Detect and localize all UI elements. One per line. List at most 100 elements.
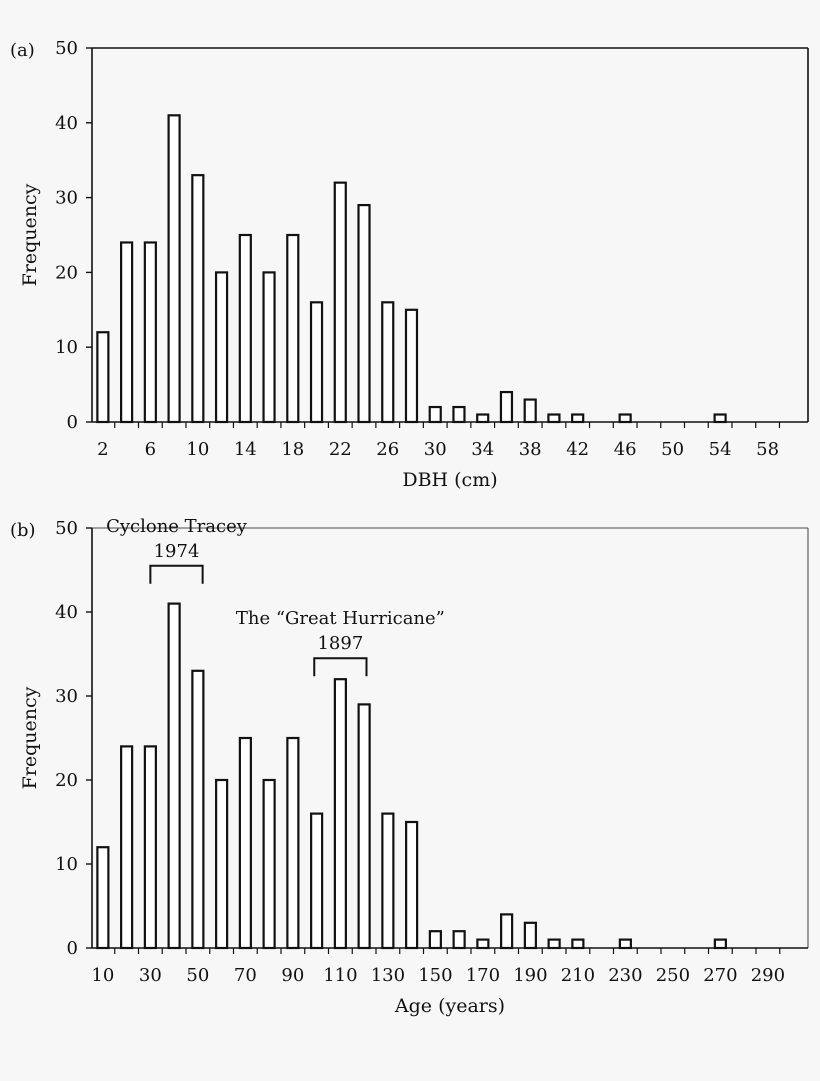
x-tick-label: 90: [281, 965, 304, 986]
x-tick-label: 58: [756, 439, 779, 460]
bar: [120, 241, 134, 424]
bar: [215, 778, 229, 950]
x-tick-label: 38: [519, 439, 542, 460]
x-tick-label: 2: [97, 439, 108, 460]
x-tick-label: 30: [139, 965, 162, 986]
bar: [96, 846, 110, 950]
x-tick-label: 190: [513, 965, 547, 986]
x-tick-label: 270: [703, 965, 737, 986]
bar: [428, 930, 442, 950]
bar: [428, 405, 442, 424]
y-tick-label: 50: [55, 38, 78, 59]
x-tick-label: 290: [751, 965, 785, 986]
x-tick-label: 22: [329, 439, 352, 460]
y-tick-label: 10: [55, 337, 78, 358]
y-tick-label: 30: [55, 686, 78, 707]
x-axis-title: DBH (cm): [402, 469, 497, 491]
bar: [381, 301, 395, 424]
x-tick-label: 130: [371, 965, 405, 986]
bar: [333, 678, 347, 950]
chart-panel-b: (b) 0 10 20 30 40 50 Frequency 10 30 50 70 90 110 130 1…: [10, 516, 809, 1017]
bar: [238, 233, 252, 424]
y-tick-label: 0: [67, 412, 78, 433]
event-annotation: The “Great Hurricane” 1897: [236, 608, 445, 677]
x-tick-label: 110: [323, 965, 357, 986]
x-tick-label: 170: [466, 965, 500, 986]
event-year: 1974: [154, 541, 200, 562]
bar: [499, 390, 514, 424]
event-year: 1897: [317, 633, 363, 654]
x-tick-label: 14: [234, 439, 257, 460]
x-tick-label: 50: [186, 965, 209, 986]
bar: [381, 812, 395, 950]
x-tick-label: 70: [234, 965, 257, 986]
event-annotation: Cyclone Tracey 1974: [106, 516, 248, 584]
bar: [476, 938, 490, 950]
x-tick-label: 210: [561, 965, 595, 986]
x-tick-label: 34: [471, 439, 494, 460]
x-axis-title: Age (years): [394, 995, 505, 1017]
bar: [523, 398, 537, 424]
bar: [333, 181, 347, 424]
bar: [618, 938, 632, 950]
bar: [357, 203, 371, 424]
bar: [452, 930, 466, 950]
x-tick-label: 42: [566, 439, 589, 460]
bar: [286, 736, 300, 950]
panel-label: (a): [10, 40, 35, 61]
bar: [571, 938, 585, 950]
y-tick-label: 40: [55, 602, 78, 623]
bar: [357, 703, 371, 950]
x-tick-label: 150: [418, 965, 452, 986]
panel-label: (b): [10, 520, 36, 541]
y-axis-title: Frequency: [19, 686, 41, 789]
bar: [167, 602, 181, 950]
x-tick-label: 46: [614, 439, 637, 460]
bar: [120, 745, 134, 950]
bar: [713, 938, 727, 950]
bar: [523, 921, 537, 950]
bar: [191, 174, 205, 424]
bar: [262, 778, 276, 950]
bar: [96, 331, 110, 424]
y-tick-label: 20: [55, 770, 78, 791]
bar: [405, 820, 419, 950]
y-tick-label: 20: [55, 262, 78, 283]
bar: [143, 745, 157, 950]
y-tick-label: 0: [67, 938, 78, 959]
x-tick-label: 6: [145, 439, 156, 460]
y-tick-label: 40: [55, 113, 78, 134]
bar: [143, 241, 157, 424]
bar: [500, 913, 514, 950]
x-tick-label: 10: [91, 965, 114, 986]
bar: [214, 271, 229, 424]
x-tick-label: 54: [709, 439, 732, 460]
y-tick-label: 50: [55, 518, 78, 539]
x-tick-label: 230: [608, 965, 642, 986]
bar: [167, 114, 181, 424]
bar: [309, 301, 324, 424]
bar: [713, 413, 727, 424]
bar: [191, 669, 205, 950]
x-tick-label: 30: [424, 439, 447, 460]
bar: [618, 413, 632, 424]
y-tick-label: 10: [55, 854, 78, 875]
bar: [310, 812, 324, 950]
bar: [262, 271, 276, 424]
bar: [547, 413, 561, 424]
y-tick-label: 30: [55, 188, 78, 209]
bar: [476, 413, 490, 424]
bar: [571, 413, 585, 424]
bar: [452, 405, 466, 424]
bar: [547, 938, 561, 950]
x-tick-label: 250: [656, 965, 690, 986]
x-tick-label: 50: [661, 439, 684, 460]
event-bracket: [149, 564, 204, 584]
bar: [404, 308, 419, 424]
x-tick-label: 26: [376, 439, 399, 460]
event-label: Cyclone Tracey: [106, 516, 248, 537]
x-tick-label: 18: [281, 439, 304, 460]
bar: [238, 736, 252, 950]
